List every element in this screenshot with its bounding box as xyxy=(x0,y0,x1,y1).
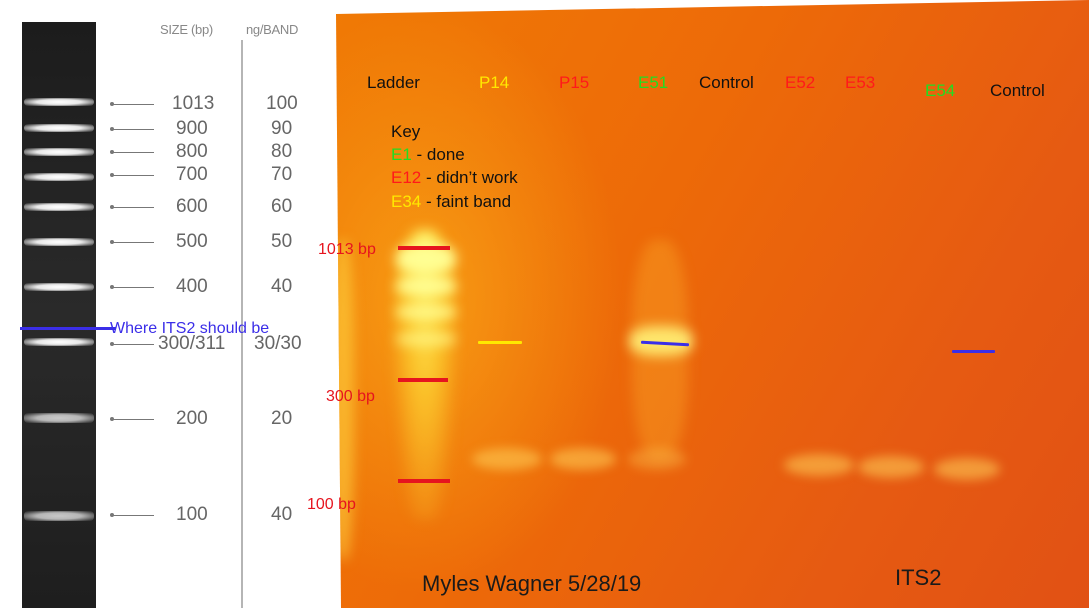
ref-tick xyxy=(110,240,154,244)
size-column-header: SIZE (bp) xyxy=(160,22,213,37)
ng-column-header: ng/BAND xyxy=(246,22,299,37)
ladder-band xyxy=(396,332,456,346)
ref-band-1013 xyxy=(24,98,94,106)
ref-band-100 xyxy=(24,511,94,521)
ref-tick xyxy=(110,102,154,106)
key-code: E1 xyxy=(391,145,412,164)
ng-label: 80 xyxy=(271,141,293,162)
size-label: 600 xyxy=(176,196,208,217)
size-label: 700 xyxy=(176,164,208,185)
lane-label-e51: E51 xyxy=(638,73,669,92)
key-code: E34 xyxy=(391,192,422,211)
ng-label: 90 xyxy=(271,118,293,139)
key-item-done: E1 - done xyxy=(391,145,465,165)
lane-label-e52: E52 xyxy=(785,73,816,92)
ng-label: 30/30 xyxy=(254,333,302,354)
reference-ladder-gel xyxy=(22,22,96,608)
ref-tick xyxy=(110,417,154,421)
ref-tick xyxy=(110,173,154,177)
key-text: - faint band xyxy=(421,192,512,211)
ng-label: 60 xyxy=(271,196,293,217)
low-band-e53 xyxy=(858,456,924,478)
ng-label: 20 xyxy=(271,408,293,429)
ref-tick xyxy=(110,342,154,346)
key-item-faint: E34 - faint band xyxy=(391,192,511,212)
key-text: - didn’t work xyxy=(421,168,518,187)
key-item-failed: E12 - didn’t work xyxy=(391,168,518,188)
ng-label: 70 xyxy=(271,164,293,185)
agarose-gel-photo xyxy=(336,0,1089,608)
low-band-e52 xyxy=(784,454,854,476)
lane-label-ladder: Ladder xyxy=(367,73,420,92)
marker-300-label: 300 bp xyxy=(326,388,375,405)
its2-expected-label: Where ITS2 should be xyxy=(110,320,270,337)
key-text: - done xyxy=(411,145,465,164)
low-band-e54 xyxy=(934,458,1000,480)
target-gene-label: ITS2 xyxy=(895,565,942,590)
ref-tick xyxy=(110,150,154,154)
size-label: 300/311 xyxy=(158,333,226,354)
size-label: 400 xyxy=(176,276,208,297)
lane-label-control-1: Control xyxy=(699,73,754,92)
key-code: E12 xyxy=(391,168,422,187)
low-band-e51 xyxy=(628,448,686,470)
ref-band-600 xyxy=(24,203,94,211)
ref-band-800 xyxy=(24,148,94,156)
marker-1013-line xyxy=(398,246,450,250)
column-divider xyxy=(241,40,243,608)
ref-tick xyxy=(110,513,154,517)
ref-band-400 xyxy=(24,283,94,291)
marker-100-line xyxy=(398,479,450,483)
marker-100-label: 100 bp xyxy=(307,496,356,513)
key-title: Key xyxy=(391,122,421,141)
size-label: 900 xyxy=(176,118,208,139)
marker-1013-label: 1013 bp xyxy=(318,241,376,258)
marker-300-line xyxy=(398,378,448,382)
lane-label-p14: P14 xyxy=(479,73,510,92)
ref-band-300 xyxy=(24,338,94,346)
lane-label-p15: P15 xyxy=(559,73,590,92)
size-label: 100 xyxy=(176,504,208,525)
ng-label: 40 xyxy=(271,504,293,525)
size-label: 500 xyxy=(176,231,208,252)
ref-band-700 xyxy=(24,173,94,181)
lane-label-e54: E54 xyxy=(925,81,956,100)
ref-band-500 xyxy=(24,238,94,246)
ref-band-900 xyxy=(24,124,94,132)
low-band-p15 xyxy=(550,448,616,470)
ladder-band xyxy=(396,304,456,320)
ref-tick xyxy=(110,205,154,209)
e54-its2-band-marker xyxy=(952,350,995,353)
ng-label: 40 xyxy=(271,276,293,297)
size-label: 1013 xyxy=(172,93,215,114)
size-label: 200 xyxy=(176,408,208,429)
low-band-p14 xyxy=(472,448,542,470)
edge-glow xyxy=(336,240,354,560)
author-date-note: Myles Wagner 5/28/19 xyxy=(422,571,642,596)
ng-label: 50 xyxy=(271,231,293,252)
size-label: 800 xyxy=(176,141,208,162)
ng-label: 100 xyxy=(266,93,298,114)
ref-band-200 xyxy=(24,413,94,423)
p14-faint-band-marker xyxy=(478,341,522,344)
ref-tick xyxy=(110,127,154,131)
its2-expected-line xyxy=(20,327,116,330)
ladder-band xyxy=(396,276,456,296)
lane-label-e53: E53 xyxy=(845,73,876,92)
ref-tick xyxy=(110,285,154,289)
lane-label-control-2: Control xyxy=(990,81,1045,100)
e51-lane-smear xyxy=(632,240,688,460)
